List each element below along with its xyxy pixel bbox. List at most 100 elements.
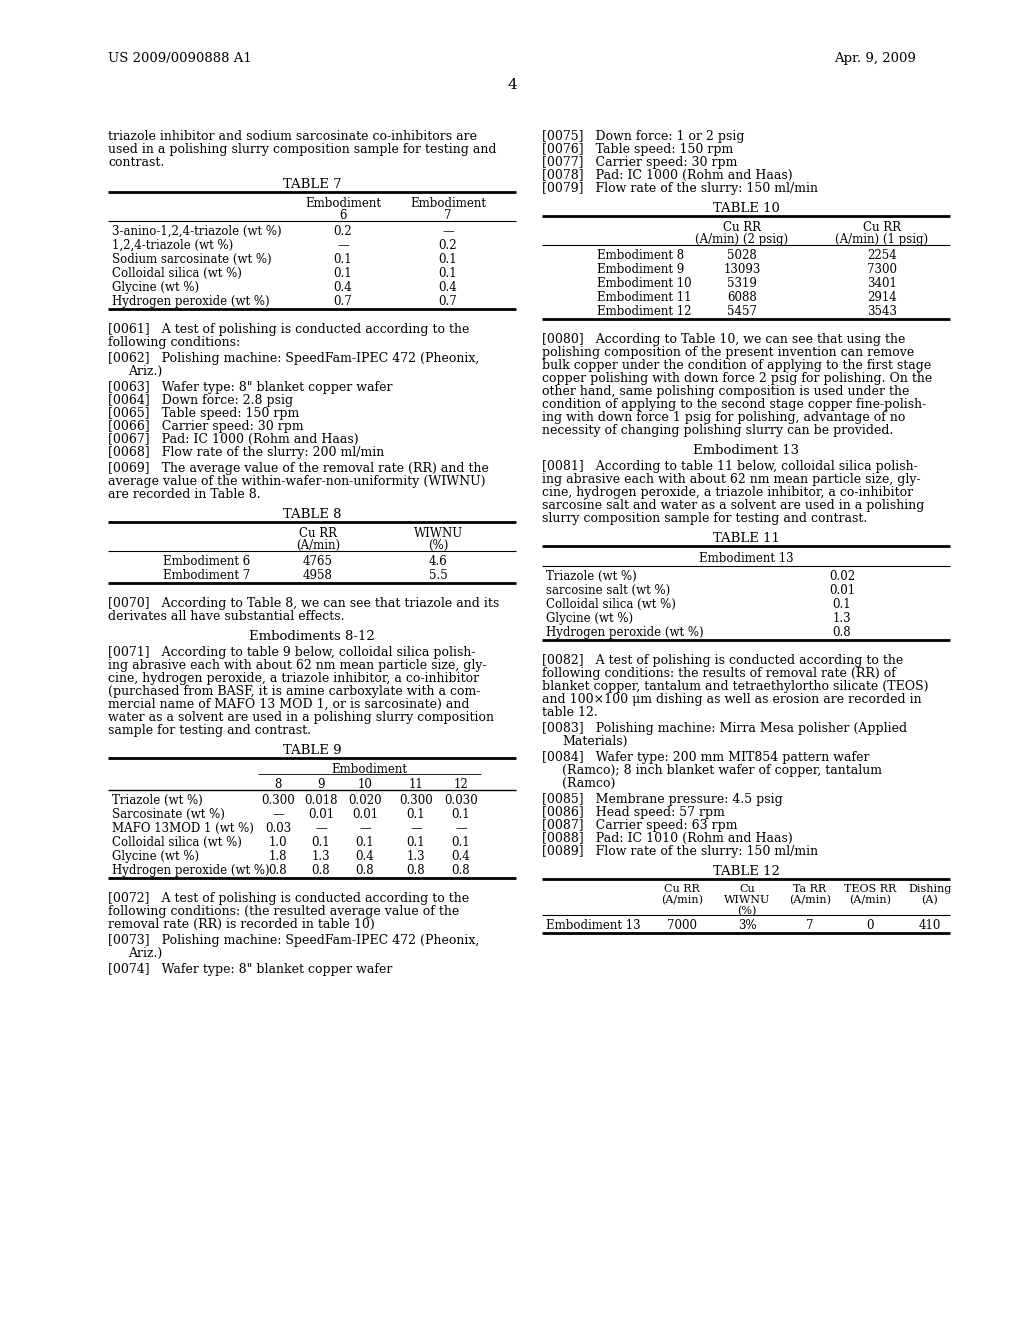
Text: Cu: Cu xyxy=(739,884,755,894)
Text: Cu RR: Cu RR xyxy=(665,884,699,894)
Text: Sodium sarcosinate (wt %): Sodium sarcosinate (wt %) xyxy=(112,253,271,267)
Text: [0068]   Flow rate of the slurry: 200 ml/min: [0068] Flow rate of the slurry: 200 ml/m… xyxy=(108,446,384,459)
Text: 0.01: 0.01 xyxy=(352,808,378,821)
Text: 4.6: 4.6 xyxy=(429,554,447,568)
Text: [0078]   Pad: IC 1000 (Rohm and Haas): [0078] Pad: IC 1000 (Rohm and Haas) xyxy=(542,169,793,182)
Text: Embodiment 13: Embodiment 13 xyxy=(693,444,799,457)
Text: [0069]   The average value of the removal rate (RR) and the: [0069] The average value of the removal … xyxy=(108,462,488,475)
Text: Embodiment 12: Embodiment 12 xyxy=(597,305,691,318)
Text: [0073]   Polishing machine: SpeedFam-IPEC 472 (Pheonix,: [0073] Polishing machine: SpeedFam-IPEC … xyxy=(108,935,479,946)
Text: are recorded in Table 8.: are recorded in Table 8. xyxy=(108,488,261,502)
Text: Embodiment 11: Embodiment 11 xyxy=(597,290,691,304)
Text: 0.01: 0.01 xyxy=(829,583,855,597)
Text: —: — xyxy=(411,822,422,836)
Text: —: — xyxy=(359,822,371,836)
Text: following conditions: (the resulted average value of the: following conditions: (the resulted aver… xyxy=(108,906,459,917)
Text: sarcosine salt (wt %): sarcosine salt (wt %) xyxy=(546,583,671,597)
Text: —: — xyxy=(455,822,467,836)
Text: (A/min): (A/min) xyxy=(849,895,891,906)
Text: 0.8: 0.8 xyxy=(268,865,288,876)
Text: TABLE 11: TABLE 11 xyxy=(713,532,779,545)
Text: [0080]   According to Table 10, we can see that using the: [0080] According to Table 10, we can see… xyxy=(542,333,905,346)
Text: Ariz.): Ariz.) xyxy=(128,366,162,378)
Text: condition of applying to the second stage copper fine-polish-: condition of applying to the second stag… xyxy=(542,399,927,411)
Text: 4: 4 xyxy=(507,78,517,92)
Text: 0.01: 0.01 xyxy=(308,808,334,821)
Text: 0.1: 0.1 xyxy=(452,836,470,849)
Text: bulk copper under the condition of applying to the first stage: bulk copper under the condition of apply… xyxy=(542,359,931,372)
Text: [0081]   According to table 11 below, colloidal silica polish-: [0081] According to table 11 below, coll… xyxy=(542,459,918,473)
Text: 410: 410 xyxy=(919,919,941,932)
Text: [0074]   Wafer type: 8" blanket copper wafer: [0074] Wafer type: 8" blanket copper waf… xyxy=(108,964,392,975)
Text: 1,2,4-triazole (wt %): 1,2,4-triazole (wt %) xyxy=(112,239,233,252)
Text: 0.4: 0.4 xyxy=(355,850,375,863)
Text: Embodiment: Embodiment xyxy=(332,763,408,776)
Text: [0088]   Pad: IC 1010 (Rohm and Haas): [0088] Pad: IC 1010 (Rohm and Haas) xyxy=(542,832,793,845)
Text: 5319: 5319 xyxy=(727,277,757,290)
Text: 0.4: 0.4 xyxy=(334,281,352,294)
Text: 0.1: 0.1 xyxy=(355,836,375,849)
Text: 13093: 13093 xyxy=(723,263,761,276)
Text: [0084]   Wafer type: 200 mm MIT854 pattern wafer: [0084] Wafer type: 200 mm MIT854 pattern… xyxy=(542,751,869,764)
Text: 0.1: 0.1 xyxy=(334,253,352,267)
Text: cine, hydrogen peroxide, a triazole inhibitor, a co-inhibitor: cine, hydrogen peroxide, a triazole inhi… xyxy=(542,486,913,499)
Text: 1.3: 1.3 xyxy=(407,850,425,863)
Text: (A/min): (A/min) xyxy=(662,895,703,906)
Text: 0: 0 xyxy=(866,919,873,932)
Text: TABLE 12: TABLE 12 xyxy=(713,865,779,878)
Text: sample for testing and contrast.: sample for testing and contrast. xyxy=(108,723,311,737)
Text: table 12.: table 12. xyxy=(542,706,598,719)
Text: [0077]   Carrier speed: 30 rpm: [0077] Carrier speed: 30 rpm xyxy=(542,156,737,169)
Text: Ariz.): Ariz.) xyxy=(128,946,162,960)
Text: [0065]   Table speed: 150 rpm: [0065] Table speed: 150 rpm xyxy=(108,407,299,420)
Text: Glycine (wt %): Glycine (wt %) xyxy=(112,850,199,863)
Text: 7000: 7000 xyxy=(667,919,697,932)
Text: 0.03: 0.03 xyxy=(265,822,291,836)
Text: 0.2: 0.2 xyxy=(438,239,458,252)
Text: (A): (A) xyxy=(922,895,938,906)
Text: blanket copper, tantalum and tetraethylortho silicate (TEOS): blanket copper, tantalum and tetraethylo… xyxy=(542,680,929,693)
Text: 2914: 2914 xyxy=(867,290,897,304)
Text: Embodiment 13: Embodiment 13 xyxy=(546,919,641,932)
Text: [0085]   Membrane pressure: 4.5 psig: [0085] Membrane pressure: 4.5 psig xyxy=(542,793,782,807)
Text: 0.2: 0.2 xyxy=(334,224,352,238)
Text: 3-anino-1,2,4-triazole (wt %): 3-anino-1,2,4-triazole (wt %) xyxy=(112,224,282,238)
Text: 0.8: 0.8 xyxy=(355,865,375,876)
Text: 0.1: 0.1 xyxy=(438,267,458,280)
Text: 0.7: 0.7 xyxy=(438,294,458,308)
Text: 1.3: 1.3 xyxy=(311,850,331,863)
Text: Embodiments 8-12: Embodiments 8-12 xyxy=(249,630,375,643)
Text: 0.1: 0.1 xyxy=(407,808,425,821)
Text: 0.020: 0.020 xyxy=(348,795,382,807)
Text: —: — xyxy=(337,239,349,252)
Text: (A/min) (2 psig): (A/min) (2 psig) xyxy=(695,234,788,246)
Text: WIWNU: WIWNU xyxy=(414,527,463,540)
Text: 0.8: 0.8 xyxy=(452,865,470,876)
Text: (%): (%) xyxy=(428,539,449,552)
Text: 0.1: 0.1 xyxy=(311,836,331,849)
Text: Embodiment 10: Embodiment 10 xyxy=(597,277,691,290)
Text: Embodiment 7: Embodiment 7 xyxy=(163,569,250,582)
Text: 8: 8 xyxy=(274,777,282,791)
Text: sarcosine salt and water as a solvent are used in a polishing: sarcosine salt and water as a solvent ar… xyxy=(542,499,925,512)
Text: 0.8: 0.8 xyxy=(833,626,851,639)
Text: [0087]   Carrier speed: 63 rpm: [0087] Carrier speed: 63 rpm xyxy=(542,818,737,832)
Text: contrast.: contrast. xyxy=(108,156,164,169)
Text: 3401: 3401 xyxy=(867,277,897,290)
Text: 6: 6 xyxy=(339,209,347,222)
Text: (Ramco): (Ramco) xyxy=(562,777,615,789)
Text: ing abrasive each with about 62 nm mean particle size, gly-: ing abrasive each with about 62 nm mean … xyxy=(542,473,921,486)
Text: [0066]   Carrier speed: 30 rpm: [0066] Carrier speed: 30 rpm xyxy=(108,420,304,433)
Text: [0079]   Flow rate of the slurry: 150 ml/min: [0079] Flow rate of the slurry: 150 ml/m… xyxy=(542,182,818,195)
Text: ing abrasive each with about 62 nm mean particle size, gly-: ing abrasive each with about 62 nm mean … xyxy=(108,659,486,672)
Text: 0.1: 0.1 xyxy=(407,836,425,849)
Text: [0086]   Head speed: 57 rpm: [0086] Head speed: 57 rpm xyxy=(542,807,725,818)
Text: average value of the within-wafer-non-uniformity (WIWNU): average value of the within-wafer-non-un… xyxy=(108,475,485,488)
Text: 1.3: 1.3 xyxy=(833,612,851,624)
Text: 0.1: 0.1 xyxy=(452,808,470,821)
Text: (A/min) (1 psig): (A/min) (1 psig) xyxy=(836,234,929,246)
Text: 5.5: 5.5 xyxy=(429,569,447,582)
Text: used in a polishing slurry composition sample for testing and: used in a polishing slurry composition s… xyxy=(108,143,497,156)
Text: Sarcosinate (wt %): Sarcosinate (wt %) xyxy=(112,808,225,821)
Text: [0061]   A test of polishing is conducted according to the: [0061] A test of polishing is conducted … xyxy=(108,323,469,337)
